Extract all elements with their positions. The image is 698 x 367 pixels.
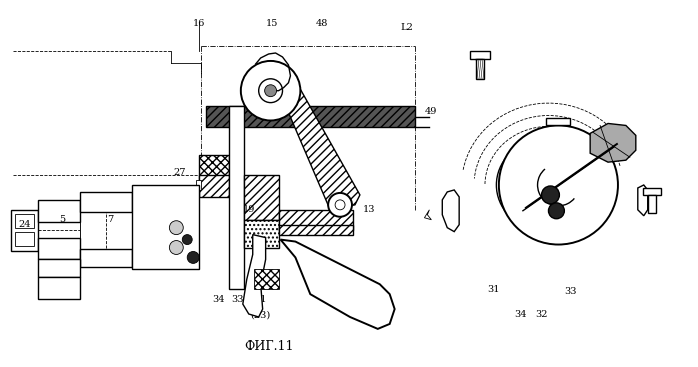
- Bar: [38, 237, 80, 259]
- Text: 27: 27: [173, 168, 186, 177]
- Bar: [38, 259, 80, 277]
- Circle shape: [170, 240, 184, 254]
- Text: 15: 15: [265, 19, 278, 28]
- Polygon shape: [591, 123, 636, 162]
- Bar: [244, 175, 279, 220]
- Bar: [476, 59, 484, 79]
- Polygon shape: [281, 240, 394, 329]
- Text: 32: 32: [535, 309, 548, 319]
- Text: 34: 34: [213, 295, 225, 304]
- Circle shape: [170, 221, 184, 235]
- Bar: [15, 214, 34, 228]
- Polygon shape: [638, 185, 648, 216]
- Circle shape: [182, 235, 192, 244]
- Circle shape: [187, 251, 199, 264]
- Bar: [80, 250, 132, 268]
- Text: 14: 14: [342, 288, 355, 297]
- Bar: [132, 185, 199, 269]
- Bar: [199, 155, 229, 180]
- Bar: [80, 212, 132, 250]
- Circle shape: [542, 186, 559, 204]
- Polygon shape: [443, 190, 459, 232]
- Bar: [206, 106, 415, 127]
- Text: 24: 24: [18, 220, 31, 229]
- Text: 21: 21: [255, 295, 267, 304]
- Bar: [254, 269, 279, 289]
- Text: 49: 49: [425, 107, 438, 116]
- Bar: [470, 51, 490, 59]
- Text: ФИГ.11: ФИГ.11: [244, 340, 293, 353]
- Circle shape: [241, 61, 300, 120]
- Circle shape: [549, 203, 565, 219]
- Bar: [643, 188, 660, 195]
- Circle shape: [265, 85, 276, 97]
- Text: 31: 31: [488, 285, 500, 294]
- Bar: [279, 225, 353, 235]
- Text: 5: 5: [59, 215, 65, 224]
- Bar: [547, 117, 570, 126]
- Text: 33: 33: [232, 295, 244, 304]
- Bar: [244, 220, 279, 247]
- Bar: [199, 175, 229, 197]
- Circle shape: [499, 126, 618, 244]
- Polygon shape: [424, 210, 431, 220]
- Polygon shape: [243, 235, 266, 317]
- Text: 16: 16: [193, 19, 205, 28]
- Circle shape: [259, 79, 283, 103]
- Text: 19: 19: [243, 205, 255, 214]
- Bar: [648, 195, 655, 213]
- Bar: [38, 277, 80, 299]
- Text: L2: L2: [400, 23, 413, 32]
- Circle shape: [335, 200, 345, 210]
- Bar: [15, 232, 34, 246]
- Bar: [80, 192, 132, 212]
- Text: 48: 48: [316, 19, 328, 28]
- Bar: [196, 180, 201, 190]
- Bar: [38, 222, 80, 237]
- Bar: [10, 210, 38, 251]
- Text: 13: 13: [362, 205, 375, 214]
- Text: (23): (23): [251, 310, 271, 320]
- Bar: [279, 210, 353, 230]
- Bar: [38, 200, 80, 222]
- Polygon shape: [283, 86, 360, 210]
- Text: 34: 34: [514, 309, 527, 319]
- Circle shape: [328, 193, 352, 217]
- Bar: [229, 106, 244, 289]
- Text: 33: 33: [564, 287, 577, 296]
- Text: 7: 7: [107, 215, 113, 224]
